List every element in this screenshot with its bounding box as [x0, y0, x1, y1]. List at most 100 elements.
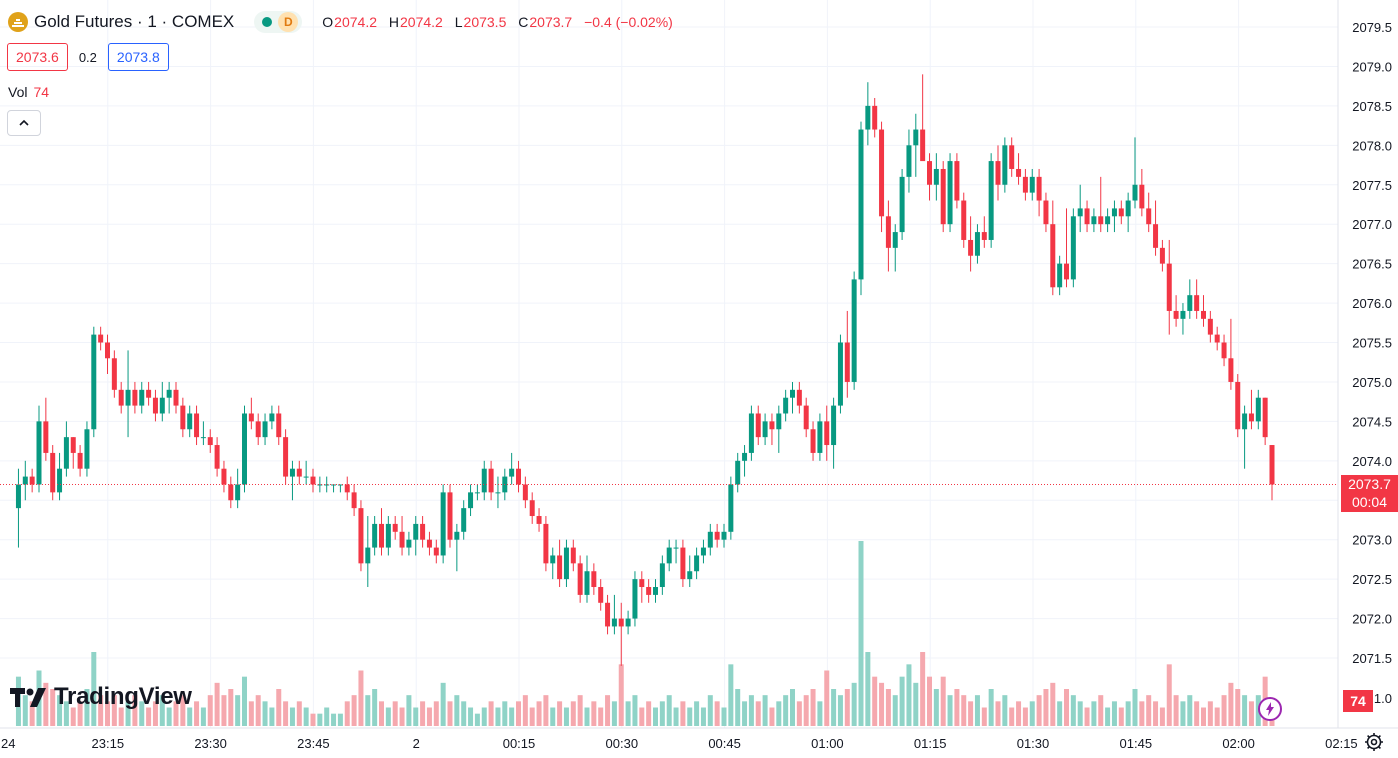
candle-body — [694, 555, 700, 572]
volume-bar — [1187, 695, 1193, 726]
candle-body — [358, 508, 364, 564]
candle-body — [673, 547, 679, 549]
volume-bar — [1098, 695, 1104, 726]
candle-body — [796, 389, 802, 406]
price-tick-label: 2076.5 — [1352, 257, 1392, 272]
candle-body — [50, 452, 56, 493]
candle-body — [899, 176, 905, 233]
candle-body — [762, 421, 768, 438]
volume-bar — [324, 707, 330, 726]
volume-bar — [1002, 695, 1008, 726]
candle-body — [296, 468, 302, 477]
volume-bar — [50, 689, 56, 726]
candle-body — [461, 508, 467, 532]
volume-bar — [139, 701, 145, 726]
candle-body — [1084, 208, 1090, 225]
volume-bar — [1022, 707, 1028, 726]
volume-bar — [248, 701, 254, 726]
price-tick-label: 2074.5 — [1352, 414, 1392, 429]
price-tick-label: 2072.0 — [1352, 612, 1392, 627]
volume-bar — [892, 695, 898, 726]
volume-bar — [344, 701, 350, 726]
candle-body — [1146, 208, 1152, 225]
volume-bar — [296, 701, 302, 726]
volume-bar — [611, 701, 617, 726]
candle-body — [173, 389, 179, 406]
candle-body — [495, 492, 501, 494]
lightning-icon[interactable] — [1258, 697, 1282, 721]
candle-body — [509, 468, 515, 477]
volume-bar — [63, 701, 69, 726]
candle-body — [728, 484, 734, 532]
candle-body — [159, 397, 165, 414]
candle-body — [262, 421, 268, 438]
candle-body — [248, 413, 254, 422]
candle-body — [522, 484, 528, 501]
time-axis: 24 23:15 23:30 23:45 2 00:15 00:30 00:45 01:00 01… — [1, 736, 1358, 751]
candle-body — [1166, 263, 1172, 311]
market-status-pill[interactable]: D — [254, 11, 303, 33]
volume-bar — [879, 682, 885, 726]
volume-bar — [885, 689, 891, 726]
volume-legend[interactable]: Vol 74 — [8, 84, 49, 100]
candle-body — [125, 389, 131, 406]
volume-bar — [550, 707, 556, 726]
collapse-legend-button[interactable] — [7, 110, 41, 136]
candle-body — [187, 413, 193, 430]
buy-price-button[interactable]: 2073.8 — [107, 43, 169, 71]
volume-bar — [406, 695, 412, 726]
price-tick-label: 2075.5 — [1352, 336, 1392, 351]
volume-bar — [111, 695, 117, 726]
volume-bar — [509, 707, 515, 726]
volume-bar — [1016, 701, 1022, 726]
time-tick-label: 01:00 — [811, 736, 844, 751]
volume-bar — [235, 695, 241, 726]
gold-coin-icon — [8, 12, 28, 32]
candle-body — [605, 602, 611, 627]
candle-body — [406, 539, 412, 548]
volume-label: Vol — [8, 84, 28, 100]
price-tick-label: 2075.0 — [1352, 375, 1392, 390]
tradingview-logo[interactable]: TradingView — [10, 683, 192, 711]
candle-body — [755, 413, 761, 438]
price-tick-label: 2079.0 — [1352, 59, 1392, 74]
candle-body — [885, 216, 891, 248]
candle-body — [132, 389, 138, 406]
volume-bar — [1201, 707, 1206, 726]
candle-body — [769, 421, 775, 430]
candle-body — [1098, 216, 1104, 225]
volume-bar — [1221, 695, 1227, 726]
close-value: 2073.7 — [529, 14, 573, 30]
volume-bar — [1036, 695, 1042, 726]
high-label: H — [388, 14, 400, 30]
price-tick-label: 2077.0 — [1352, 217, 1392, 232]
candle-body — [440, 492, 446, 556]
candle-body — [29, 476, 35, 485]
candle-body — [714, 531, 720, 540]
volume-bar — [1242, 695, 1248, 726]
symbol-title[interactable]: Gold Futures · 1 · COMEX — [34, 12, 235, 31]
candle-body — [1194, 295, 1200, 311]
candle-body — [1070, 216, 1076, 280]
candle-body — [1118, 208, 1124, 217]
candle-body — [831, 405, 837, 446]
candle-body — [22, 476, 28, 485]
price-tick-label: 2074.0 — [1352, 454, 1392, 469]
volume-bar — [365, 695, 371, 726]
volume-bar — [796, 701, 802, 726]
volume-bar — [913, 682, 919, 726]
candle-body — [77, 452, 83, 469]
volume-bar — [1248, 701, 1254, 726]
volume-bar — [1207, 701, 1213, 726]
gear-icon[interactable] — [1364, 732, 1384, 752]
candle-body — [844, 342, 850, 382]
candle-body — [735, 460, 741, 485]
volume-bar — [207, 695, 213, 726]
sell-price-button[interactable]: 2073.6 — [7, 43, 68, 71]
candle-body — [1016, 168, 1022, 177]
candle-body — [194, 413, 200, 438]
candle-body — [207, 437, 213, 446]
symbol-header[interactable]: Gold Futures · 1 · COMEX D O2074.2 H2074… — [8, 11, 673, 33]
volume-tick-label: 1.0 — [1374, 691, 1392, 706]
